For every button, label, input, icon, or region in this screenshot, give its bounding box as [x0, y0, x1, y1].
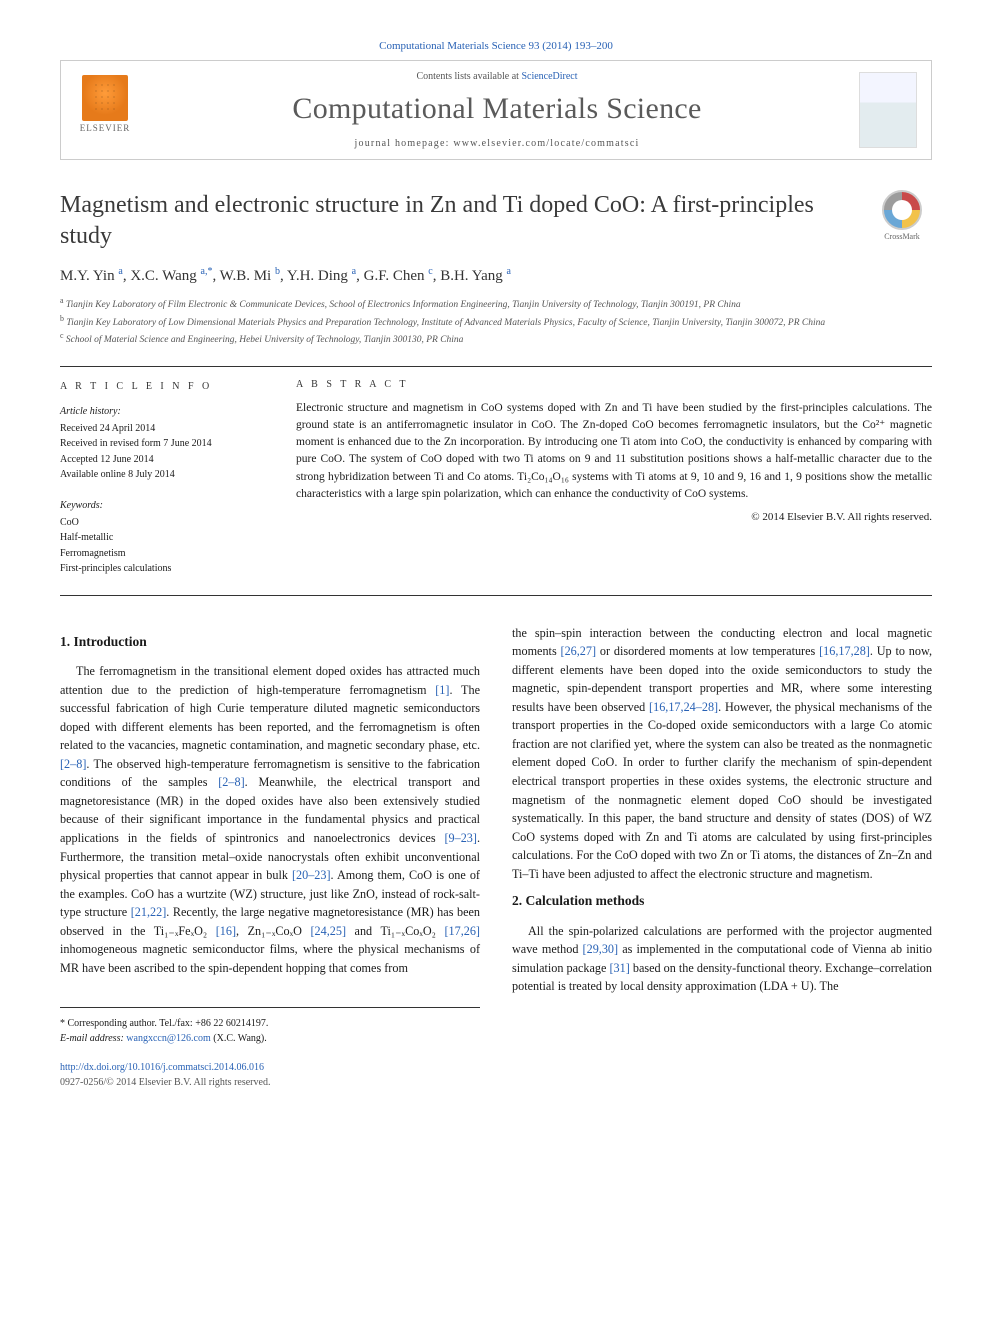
- publisher-label: ELSEVIER: [80, 123, 131, 133]
- rule-top: [60, 366, 932, 367]
- contents-list-line: Contents lists available at ScienceDirec…: [135, 71, 859, 82]
- email-line: E-mail address: wangxccn@126.com (X.C. W…: [60, 1031, 480, 1046]
- crossmark-badge[interactable]: CrossMark: [872, 190, 932, 241]
- issn-copyright: 0927-0256/© 2014 Elsevier B.V. All right…: [60, 1075, 480, 1090]
- journal-name: Computational Materials Science: [135, 92, 859, 126]
- history-line: Available online 8 July 2014: [60, 467, 260, 483]
- history-line: Received in revised form 7 June 2014: [60, 436, 260, 452]
- corresponding-author: * Corresponding author. Tel./fax: +86 22…: [60, 1016, 480, 1031]
- elsevier-logo: ELSEVIER: [75, 75, 135, 145]
- article-info-column: A R T I C L E I N F O Article history: R…: [60, 379, 260, 577]
- section-heading-intro: 1. Introduction: [60, 632, 480, 653]
- history-line: Accepted 12 June 2014: [60, 452, 260, 468]
- keyword: Ferromagnetism: [60, 546, 260, 562]
- abstract-text: Electronic structure and magnetism in Co…: [296, 400, 932, 504]
- abstract-column: A B S T R A C T Electronic structure and…: [296, 379, 932, 577]
- intro-paragraph-1: The ferromagnetism in the transitional e…: [60, 662, 480, 977]
- intro-paragraph-2: the spin–spin interaction between the co…: [512, 624, 932, 884]
- calc-paragraph-1: All the spin-polarized calculations are …: [512, 922, 932, 996]
- article-info-heading: A R T I C L E I N F O: [60, 379, 260, 395]
- history-line: Received 24 April 2014: [60, 421, 260, 437]
- keyword: First-principles calculations: [60, 561, 260, 577]
- contents-prefix: Contents lists available at: [416, 71, 521, 82]
- keywords-label: Keywords:: [60, 498, 260, 514]
- corresponding-footer: * Corresponding author. Tel./fax: +86 22…: [60, 1007, 480, 1090]
- journal-homepage: journal homepage: www.elsevier.com/locat…: [135, 138, 859, 149]
- email-label: E-mail address:: [60, 1033, 126, 1044]
- email-link[interactable]: wangxccn@126.com: [126, 1033, 210, 1044]
- journal-cover-thumb: [859, 72, 917, 148]
- authors-line: M.Y. Yin a, X.C. Wang a,*, W.B. Mi b, Y.…: [60, 266, 932, 285]
- abstract-heading: A B S T R A C T: [296, 379, 932, 390]
- abstract-copyright: © 2014 Elsevier B.V. All rights reserved…: [296, 511, 932, 523]
- keyword: CoO: [60, 515, 260, 531]
- citation-line: Computational Materials Science 93 (2014…: [60, 40, 932, 52]
- section-heading-calc: 2. Calculation methods: [512, 891, 932, 912]
- keyword: Half-metallic: [60, 530, 260, 546]
- history-label: Article history:: [60, 404, 260, 420]
- affiliations-block: a Tianjin Key Laboratory of Film Electro…: [60, 295, 932, 347]
- article-title: Magnetism and electronic structure in Zn…: [60, 190, 854, 252]
- body-text: 1. Introduction The ferromagnetism in th…: [60, 624, 932, 1091]
- rule-bottom: [60, 595, 932, 596]
- crossmark-label: CrossMark: [884, 232, 920, 241]
- crossmark-icon: [882, 190, 922, 230]
- elsevier-tree-icon: [82, 75, 128, 121]
- sciencedirect-link[interactable]: ScienceDirect: [521, 71, 577, 82]
- email-suffix: (X.C. Wang).: [211, 1033, 267, 1044]
- doi-link[interactable]: http://dx.doi.org/10.1016/j.commatsci.20…: [60, 1060, 480, 1075]
- journal-header: ELSEVIER Contents lists available at Sci…: [60, 60, 932, 160]
